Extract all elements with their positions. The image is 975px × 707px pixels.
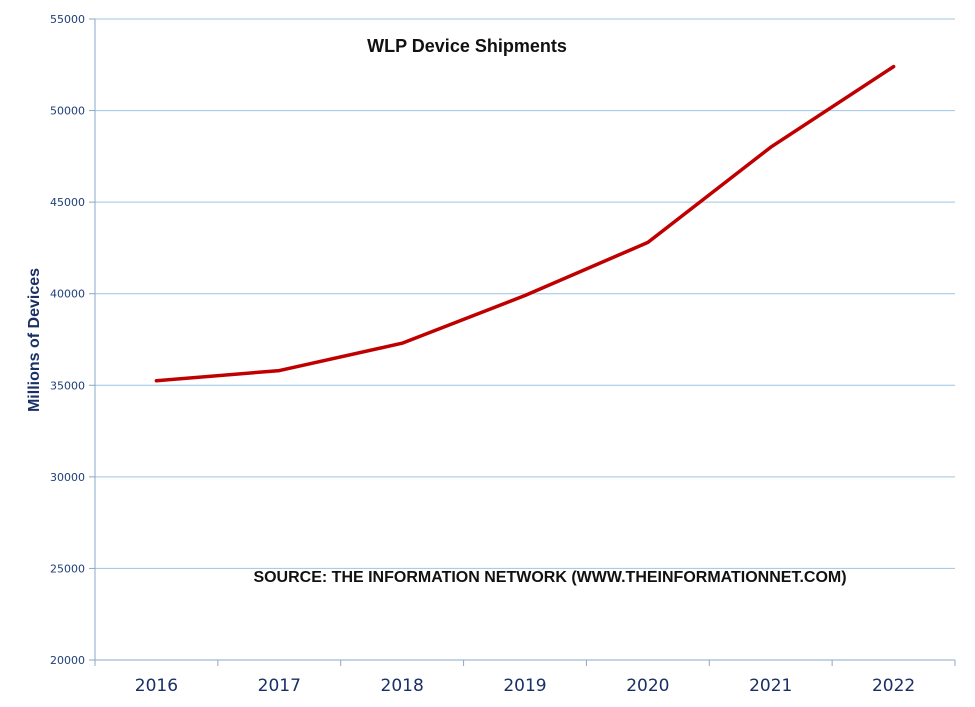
x-tick-label: 2016 <box>135 676 178 696</box>
y-tick-label: 25000 <box>50 562 85 575</box>
y-tick-label: 40000 <box>50 288 85 301</box>
axes <box>89 18 956 666</box>
data-point <box>892 65 896 69</box>
x-tick-label: 2022 <box>872 676 915 696</box>
y-tick-label: 30000 <box>50 471 85 484</box>
x-tick-label: 2017 <box>258 676 301 696</box>
chart-title: WLP Device Shipments <box>367 36 567 56</box>
data-point <box>523 294 527 298</box>
y-axis-label: Millions of Devices <box>26 268 43 412</box>
y-tick-label: 45000 <box>50 196 85 209</box>
y-tick-labels: 20000 25000 30000 35000 40000 45000 50000 55000 <box>50 13 85 667</box>
data-point <box>277 369 281 373</box>
series-layer <box>154 64 896 383</box>
data-point <box>154 379 158 383</box>
y-tick-label: 20000 <box>50 654 85 667</box>
source-annotation: SOURCE: THE INFORMATION NETWORK (WWW.THE… <box>253 569 846 586</box>
data-point <box>646 240 650 244</box>
data-point <box>400 341 404 345</box>
gridlines <box>95 18 955 569</box>
x-tick-label: 2018 <box>381 676 424 696</box>
x-tick-label: 2021 <box>749 676 792 696</box>
x-tick-label: 2020 <box>626 676 669 696</box>
x-tick-labels: 2016 2017 2018 2019 2020 2021 2022 <box>135 676 915 696</box>
x-tick-label: 2019 <box>503 676 546 696</box>
data-point <box>769 145 773 149</box>
series-line <box>154 64 896 383</box>
y-tick-label: 55000 <box>50 13 85 26</box>
y-tick-label: 50000 <box>50 105 85 118</box>
y-tick-label: 35000 <box>50 379 85 392</box>
